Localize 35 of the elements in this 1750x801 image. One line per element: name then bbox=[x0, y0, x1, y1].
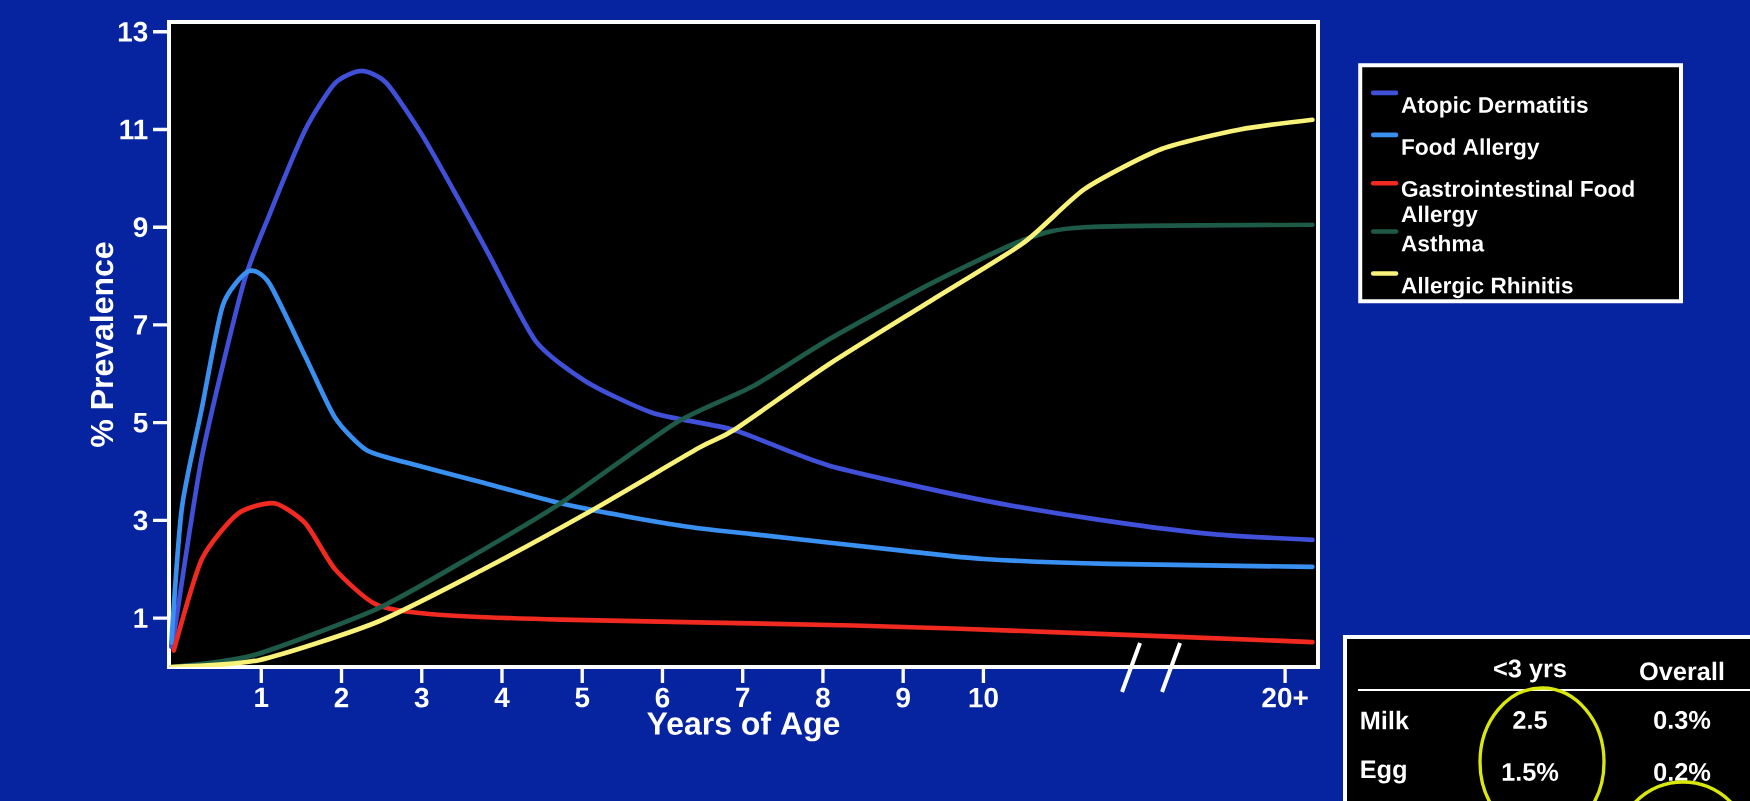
x-tick-label: 5 bbox=[575, 687, 590, 708]
legend-label: Gastrointestinal Food Allergy bbox=[1401, 180, 1634, 227]
legend-label: Food Allergy bbox=[1402, 138, 1540, 160]
legend-label: Asthma bbox=[1401, 234, 1485, 252]
text: 0.2% bbox=[1654, 763, 1711, 781]
category-label: Egg bbox=[1361, 760, 1406, 784]
x-tick-label: 7 bbox=[736, 687, 750, 707]
text: 0.3% bbox=[1654, 711, 1711, 729]
x-tick-label: 6 bbox=[655, 687, 670, 708]
y-tick-label: 5 bbox=[133, 412, 148, 433]
x-tick-label: 9 bbox=[896, 687, 910, 708]
legend-label: Atopic Dermatitis bbox=[1401, 96, 1588, 118]
line-series bbox=[171, 500, 1315, 653]
x-tick-label: 8 bbox=[816, 687, 830, 708]
category-label: <3 yrs bbox=[1494, 659, 1566, 683]
y-tick-label: 7 bbox=[133, 315, 148, 335]
x-tick-label: 3 bbox=[414, 687, 429, 708]
x-tick-label: 4 bbox=[494, 687, 510, 707]
line-series bbox=[169, 268, 1315, 645]
x-tick-label: 2 bbox=[334, 687, 349, 708]
y-tick-label: 13 bbox=[118, 21, 148, 42]
category-label: Milk bbox=[1361, 710, 1410, 730]
text: 2.5 bbox=[1513, 711, 1547, 729]
x-tick-label: 10 bbox=[969, 687, 998, 708]
y-axis-title: % Prevalence bbox=[89, 242, 114, 447]
y-tick-label: 1 bbox=[134, 608, 148, 628]
legend-label: Allergic Rhinitis bbox=[1401, 276, 1573, 299]
y-tick-label: 11 bbox=[120, 119, 148, 140]
x-tick-label: 20+ bbox=[1262, 687, 1308, 708]
y-tick-label: 9 bbox=[133, 217, 148, 238]
category-label: Overall bbox=[1640, 661, 1724, 681]
x-axis-title: Years of Age bbox=[647, 711, 840, 742]
x-tick-label: 1 bbox=[255, 687, 269, 707]
y-tick-label: 3 bbox=[133, 510, 148, 531]
text: 1.5% bbox=[1502, 763, 1559, 781]
